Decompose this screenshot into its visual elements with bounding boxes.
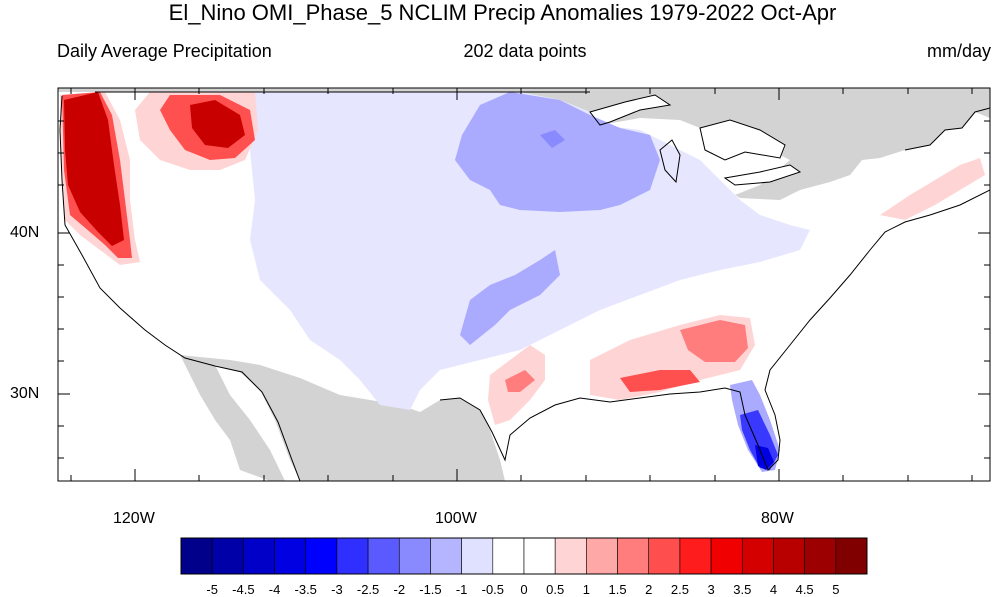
colorbar-swatch — [180, 537, 213, 575]
colorbar-tick-label: -4.5 — [232, 582, 255, 597]
mexico-landmass — [180, 355, 505, 481]
colorbar-swatch — [804, 537, 837, 575]
colorbar-swatch — [243, 537, 275, 575]
subtitle-variable: Daily Average Precipitation — [57, 41, 272, 61]
gulf-of-california — [215, 365, 300, 481]
colorbar-tick-label: -2 — [393, 582, 406, 597]
anomaly-pos-southeast-mid — [680, 320, 748, 362]
colorbar-swatch — [461, 537, 494, 575]
colorbar-swatch — [305, 537, 338, 575]
colorbar-frame — [180, 537, 868, 575]
colorbar-tick-label: 1 — [582, 582, 590, 597]
canada-border — [95, 91, 990, 151]
us-gulf-coastline — [439, 189, 990, 471]
colorbar-swatch — [554, 537, 587, 575]
colorbar-swatch — [523, 537, 556, 575]
anomaly-neg-midwest-spot — [540, 130, 565, 148]
subtitle-units: mm/day — [926, 41, 991, 61]
great-lakes-outline — [589, 94, 802, 186]
colorbar-tick-label: 5 — [832, 582, 840, 597]
anomaly-pos-texas-mid — [505, 370, 535, 392]
anomaly-neg-florida-core — [755, 445, 774, 470]
subtitle-data-points: 202 data points — [463, 41, 587, 61]
colorbar-tick-label: 0 — [520, 582, 528, 597]
lat-ticks — [58, 120, 990, 459]
colorbar-tick-label: 0.5 — [546, 582, 565, 597]
atlantic-ocean — [760, 225, 990, 481]
colorbar-swatch — [211, 537, 244, 575]
colorbar-tick-label: 3.5 — [733, 582, 752, 597]
anomaly-neg-mid — [455, 92, 660, 212]
colorbar-swatch — [492, 537, 525, 575]
colorbar-swatch — [586, 537, 618, 575]
colorbar-tick-label: -4 — [268, 582, 281, 597]
colorbar-tick-label: 2.5 — [670, 582, 689, 597]
lat-label-30n: 30N — [10, 385, 40, 402]
colorbar-swatch — [336, 537, 369, 575]
colorbar-swatch — [648, 537, 681, 575]
colorbar-swatch — [398, 537, 431, 575]
colorbar-tick-label: 2 — [645, 582, 653, 597]
anomaly-pos-rockies-strong — [190, 100, 245, 148]
pacific-ocean — [58, 95, 230, 481]
colorbar-swatch — [741, 537, 774, 575]
lat-label-40n: 40N — [10, 224, 40, 241]
colorbar-tick-label: -3.5 — [294, 582, 317, 597]
colorbar-tick-label: -0.5 — [481, 582, 505, 597]
colorbar-tick-label: 4 — [769, 582, 778, 597]
great-lakes — [590, 95, 800, 185]
anomaly-neg-mid-south — [460, 250, 560, 345]
lon-label-80w: 80W — [761, 510, 794, 527]
map-field — [58, 88, 990, 481]
colorbar-tick-label: 4.5 — [795, 582, 814, 597]
colorbar-tick-label: -1 — [455, 582, 468, 597]
colorbar-tick-label: 3 — [707, 582, 715, 597]
colorbar-swatch — [710, 537, 743, 575]
colorbar-swatch — [679, 537, 712, 575]
lon-label-100w: 100W — [435, 510, 477, 527]
us-pacific-coastline — [59, 95, 301, 481]
map-frame — [57, 87, 991, 482]
colorbar-tick-label: -5 — [206, 582, 218, 597]
colorbar-swatch — [367, 537, 400, 575]
gulf-of-mexico — [500, 392, 770, 481]
anomaly-pos-pnw-strong — [64, 92, 124, 246]
anomaly-neg-light — [250, 92, 810, 410]
map-title: El_Nino OMI_Phase_5 NCLIM Precip Anomali… — [168, 0, 837, 25]
colorbar-swatch — [773, 537, 805, 575]
anomaly-pos-northeast — [880, 158, 985, 220]
colorbar-swatch — [835, 537, 868, 575]
canada-landmass — [58, 88, 990, 200]
colorbar-tick-label: -2.5 — [356, 582, 380, 597]
lon-ticks — [70, 88, 973, 481]
anomaly-pos-southeast-strong — [620, 370, 700, 392]
colorbar-tick-label: -3 — [331, 582, 343, 597]
colorbar-tick-label: 1.5 — [608, 582, 627, 597]
colorbar-swatch — [617, 537, 650, 575]
lon-label-120w: 120W — [113, 510, 155, 527]
colorbar — [180, 537, 868, 575]
colorbar-swatch — [274, 537, 307, 575]
colorbar-tick-label: -1.5 — [419, 582, 442, 597]
colorbar-swatch — [430, 537, 462, 575]
